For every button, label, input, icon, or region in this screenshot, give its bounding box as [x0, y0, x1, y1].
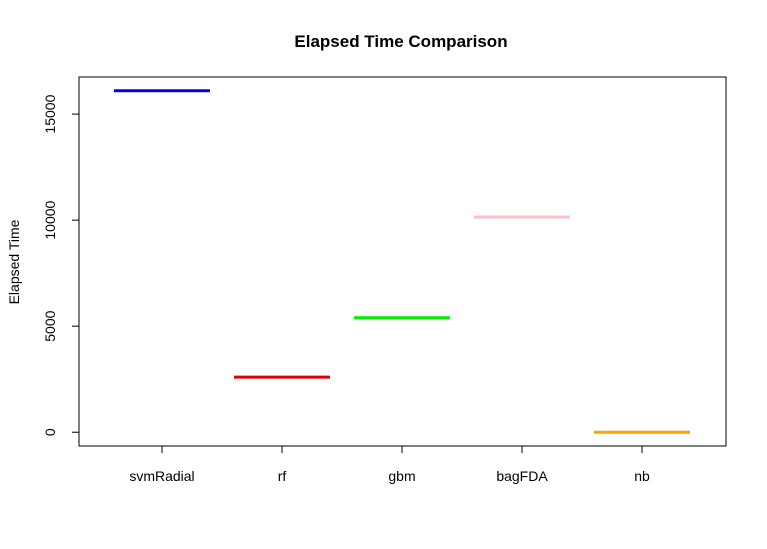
x-tick-label: svmRadial [129, 468, 194, 484]
x-axis: svmRadial rf gbm bagFDA nb [129, 445, 650, 484]
y-tick-label: 10000 [42, 200, 58, 239]
y-axis-label: Elapsed Time [6, 219, 22, 304]
y-tick-label: 0 [42, 428, 58, 436]
x-tick-label: nb [634, 468, 650, 484]
y-axis: 0 5000 10000 15000 [42, 94, 80, 436]
series [114, 89, 690, 434]
y-tick-label: 15000 [42, 94, 58, 133]
x-tick-label: bagFDA [496, 468, 548, 484]
chart-title: Elapsed Time Comparison [294, 32, 507, 51]
x-tick-label: gbm [388, 468, 415, 484]
y-tick-label: 5000 [42, 310, 58, 341]
x-tick-label: rf [278, 468, 287, 484]
plot-frame [78, 76, 727, 447]
